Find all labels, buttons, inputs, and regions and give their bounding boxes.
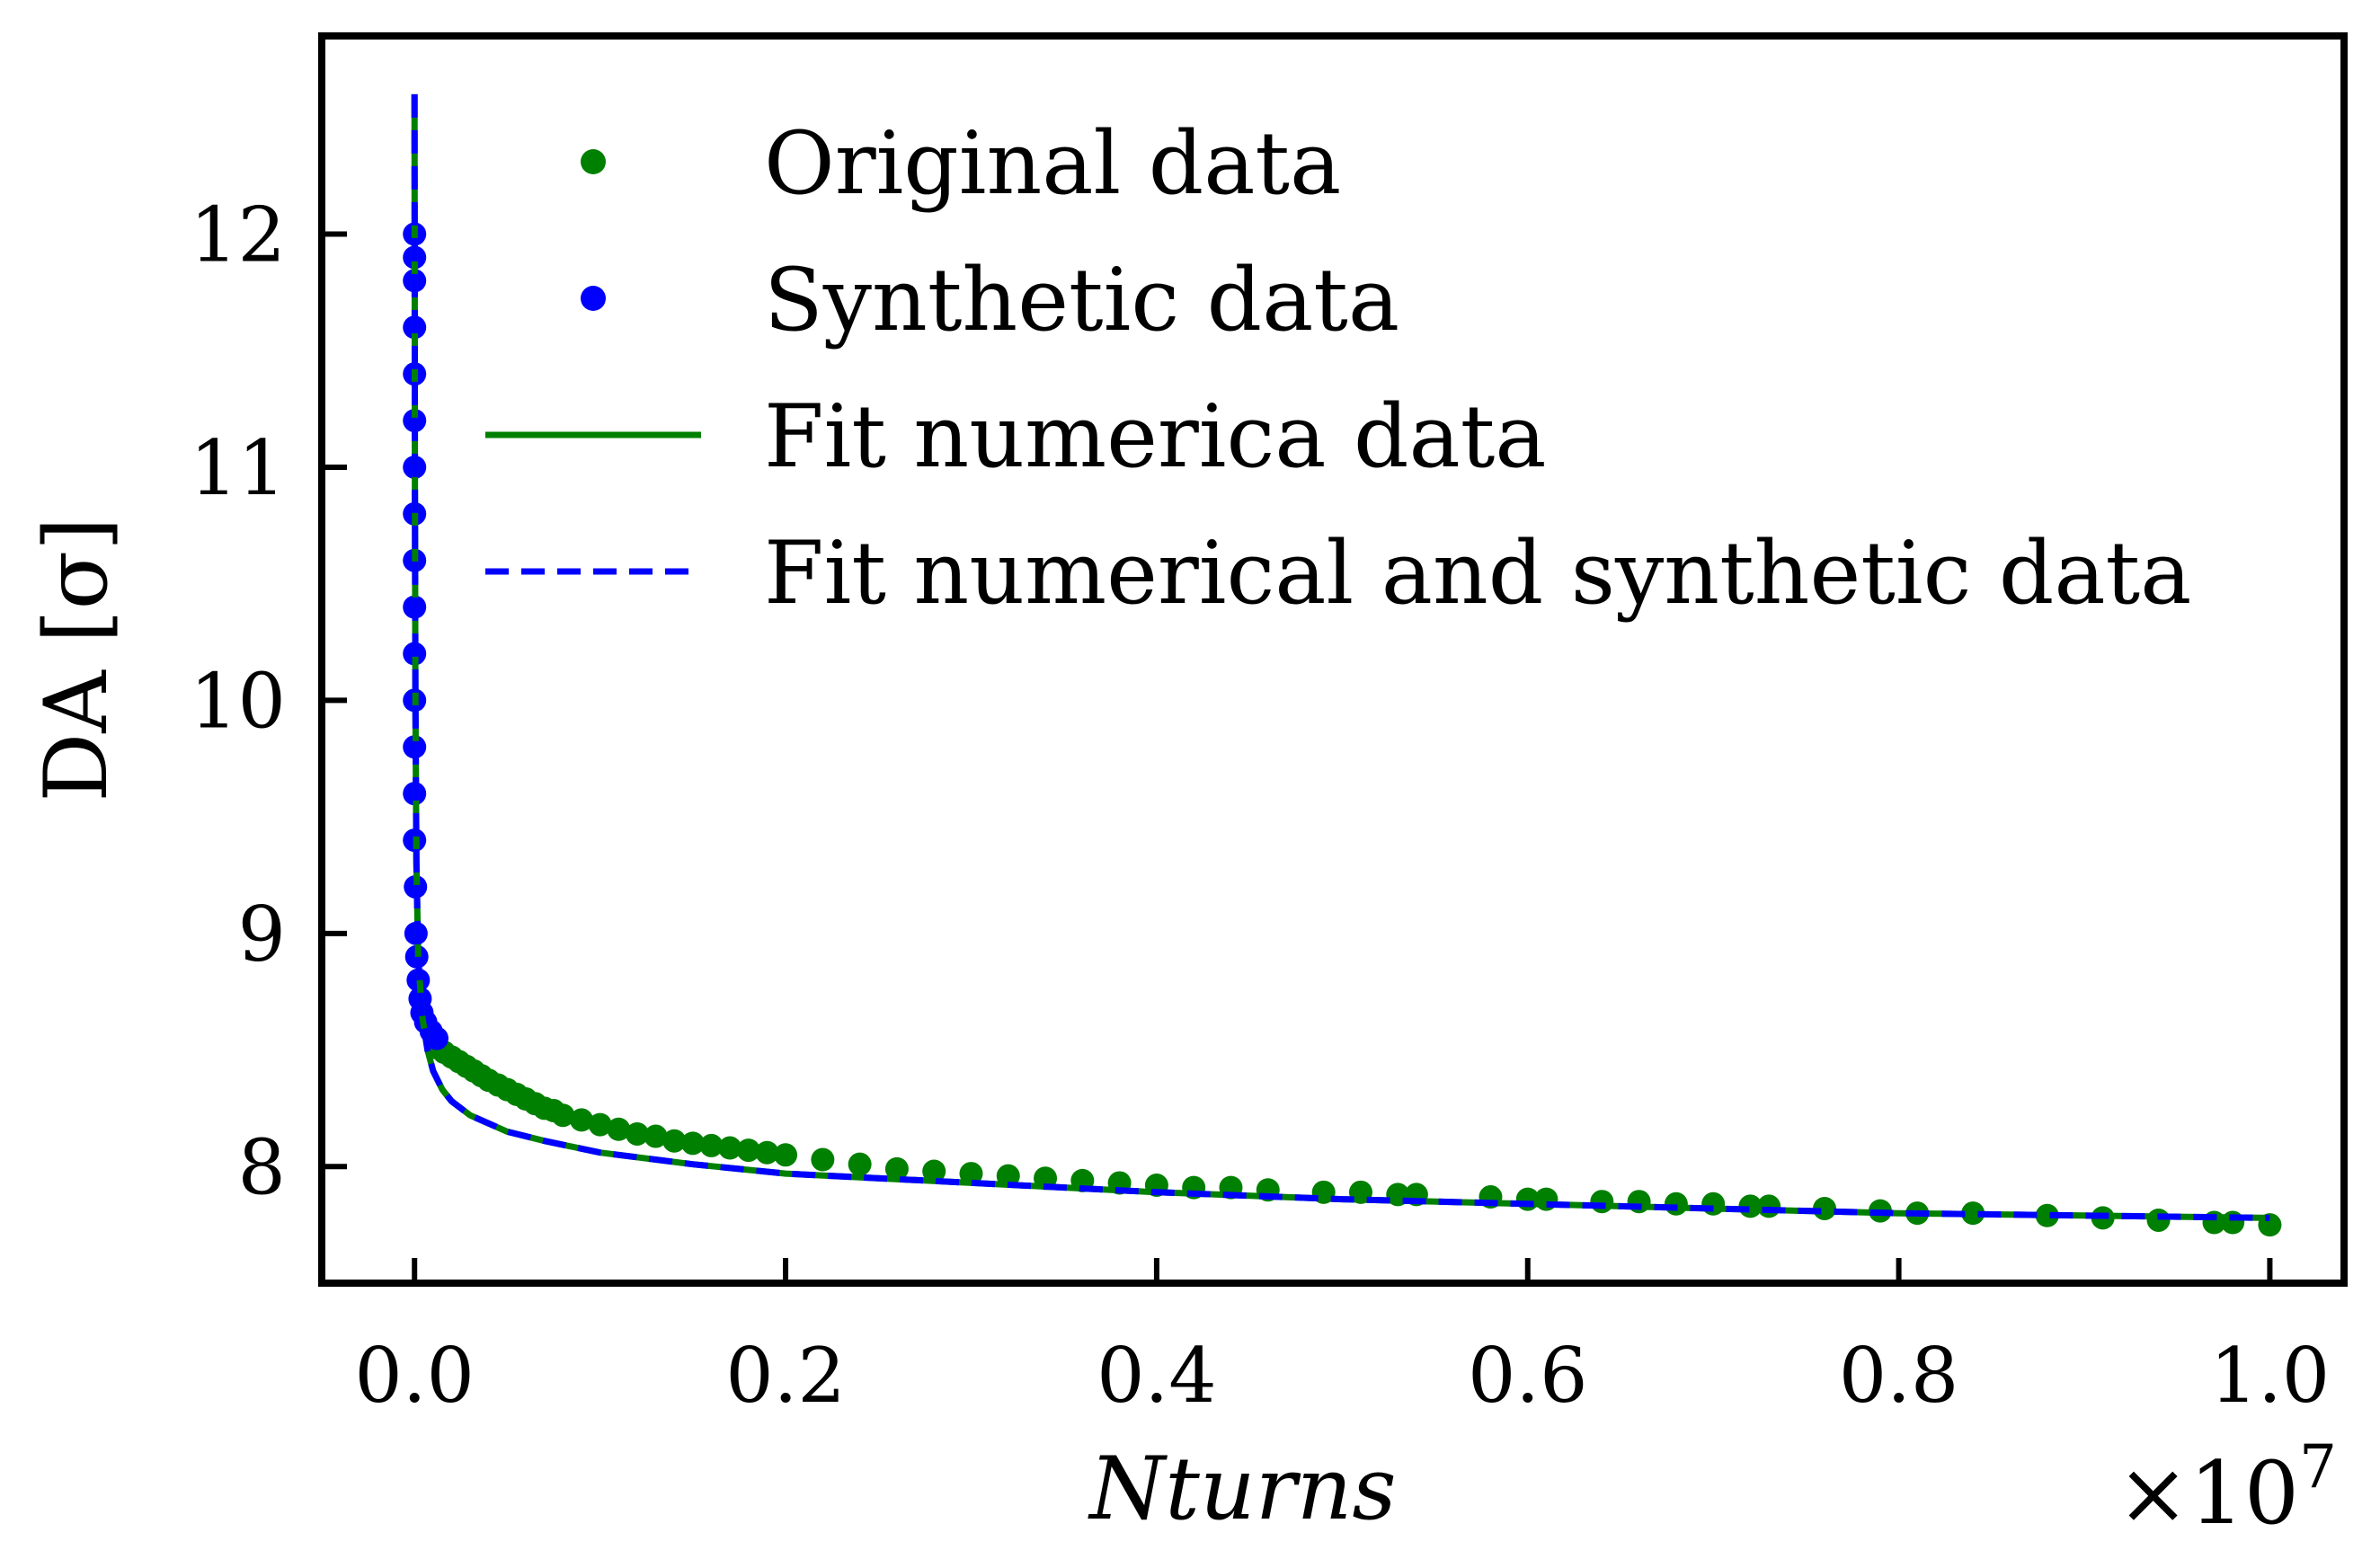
series-original-data — [424, 1035, 2282, 1237]
data-point — [551, 1103, 575, 1128]
series-synthetic-data — [403, 222, 448, 1050]
legend-entry: Fit numerical and synthetic data — [485, 523, 2191, 624]
x-tick-label: 0.2 — [725, 1332, 846, 1420]
data-point — [644, 1124, 668, 1148]
data-point — [718, 1136, 742, 1160]
data-point — [1590, 1190, 1614, 1214]
plot-frame — [318, 32, 2348, 1287]
series-fit-numerical-and-synthetic-data — [411, 93, 2270, 1221]
x-axis-offset-label: ×107 — [2117, 1432, 2337, 1544]
data-point — [699, 1133, 724, 1157]
data-point — [1757, 1194, 1781, 1218]
data-point — [884, 1156, 909, 1181]
y-tick-label: 11 — [190, 424, 286, 512]
data-point — [848, 1152, 872, 1176]
x-axis-label: Nturns — [1088, 1439, 1396, 1539]
data-point — [2146, 1208, 2171, 1232]
legend-marker — [581, 286, 606, 311]
series-layer — [403, 93, 2282, 1237]
legend-marker — [581, 149, 606, 174]
data-point — [811, 1147, 835, 1172]
data-point — [680, 1131, 705, 1156]
y-tick-label: 9 — [238, 890, 286, 979]
fit-line — [411, 93, 2270, 1221]
x-tick-label: 1.0 — [2210, 1332, 2331, 1420]
data-point — [736, 1138, 760, 1163]
data-point — [1664, 1191, 1688, 1216]
y-tick-label: 10 — [190, 657, 286, 745]
data-point — [607, 1117, 631, 1141]
data-point — [755, 1140, 779, 1165]
data-point — [424, 1026, 448, 1050]
x-tick-label: 0.4 — [1097, 1332, 1217, 1420]
legend-label: Original data — [764, 113, 1341, 214]
data-point — [569, 1108, 593, 1132]
data-point — [662, 1129, 687, 1153]
x-tick-label: 0.6 — [1468, 1332, 1588, 1420]
data-point — [1701, 1191, 1726, 1216]
x-axis-offset-base: ×10 — [2117, 1443, 2299, 1544]
axis-ticks: 0.0 0.2 0.4 0.6 0.8 1.0 8 9 10 11 12 — [190, 191, 2330, 1420]
x-tick-label: 0.0 — [354, 1332, 475, 1420]
y-tick-label: 8 — [238, 1123, 286, 1211]
legend-label: Synthetic data — [764, 250, 1399, 350]
data-point — [959, 1162, 983, 1186]
legend: Original data Synthetic data Fit numerica … — [485, 113, 2191, 624]
y-axis-label: DA [σ] — [26, 517, 127, 802]
data-point — [774, 1143, 798, 1167]
data-point — [588, 1112, 612, 1137]
data-point — [922, 1159, 946, 1183]
data-point — [625, 1121, 649, 1146]
x-axis-offset-exponent: 7 — [2299, 1432, 2337, 1501]
legend-entry: Original data — [581, 113, 1341, 214]
legend-entry: Fit numerica data — [485, 386, 1547, 487]
y-tick-label: 12 — [190, 191, 286, 279]
legend-entry: Synthetic data — [581, 250, 1399, 350]
x-tick-label: 0.8 — [1839, 1332, 1959, 1420]
legend-label: Fit numerica data — [764, 386, 1547, 487]
legend-label: Fit numerical and synthetic data — [764, 523, 2191, 624]
